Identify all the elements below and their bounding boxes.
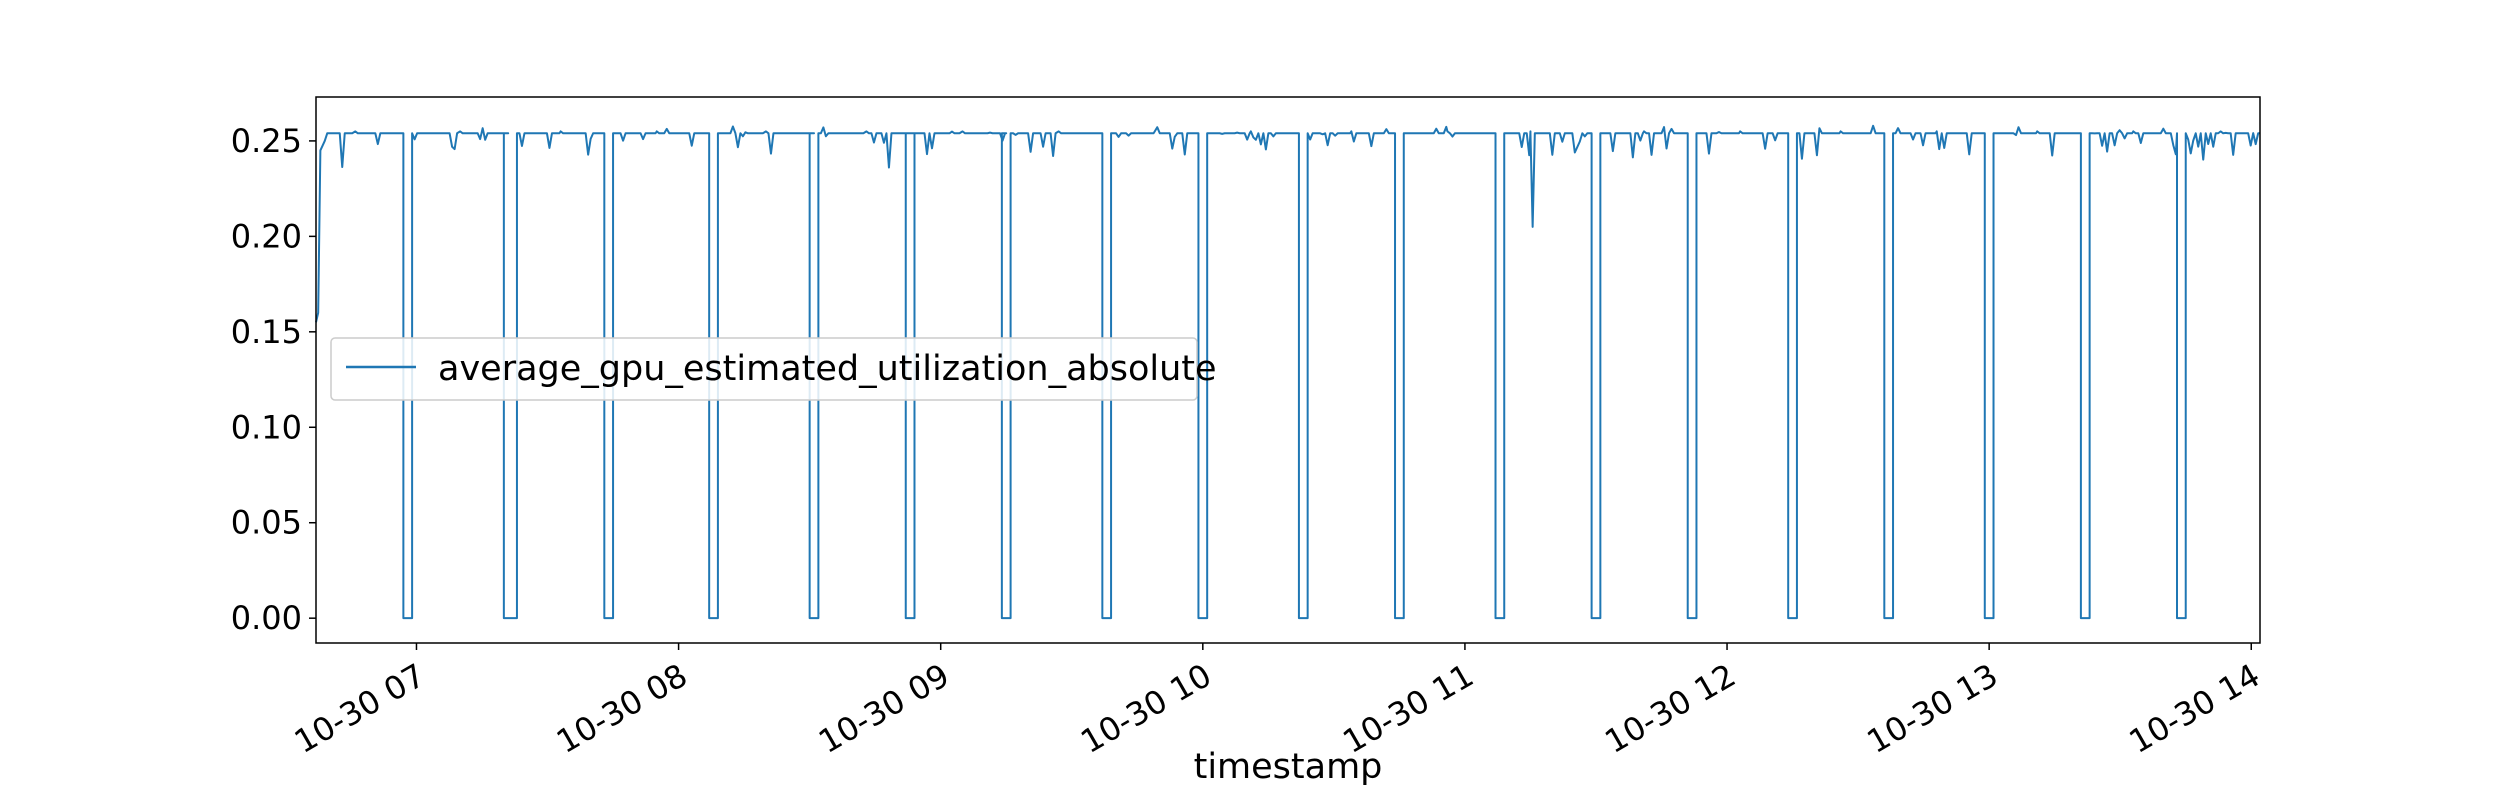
y-axis: 0.00 0.05 0.10 0.15 0.20 0.25 [231, 122, 316, 637]
x-tick-label: 10-30 07 [288, 656, 432, 761]
y-tick-label: 0.10 [231, 408, 302, 446]
y-tick-label: 0.20 [231, 217, 302, 255]
x-tick-label: 10-30 09 [812, 656, 956, 761]
plot-area [315, 124, 2260, 620]
x-tick-label: 10-30 14 [2123, 656, 2267, 761]
x-tick-label: 10-30 11 [1336, 656, 1480, 761]
y-tick-label: 0.00 [231, 599, 302, 637]
axes-frame [315, 96, 2261, 644]
series-line [315, 124, 2260, 620]
y-tick-label: 0.25 [231, 122, 302, 160]
x-tick-label: 10-30 12 [1598, 656, 1742, 761]
x-tick-label: 10-30 08 [550, 656, 694, 761]
legend-series-label: average_gpu_estimated_utilization_absolu… [438, 349, 1217, 389]
x-tick-label: 10-30 13 [1861, 656, 2005, 761]
legend-box [330, 337, 1198, 401]
y-tick-label: 0.15 [231, 313, 302, 351]
y-tick-label: 0.05 [231, 504, 302, 542]
x-axis-label: timestamp [1194, 747, 1383, 787]
x-axis: 10-30 07 10-30 08 10-30 09 10-30 10 10-30 11… [288, 643, 2266, 761]
legend: average_gpu_estimated_utilization_absolu… [330, 337, 1217, 401]
x-tick-label: 10-30 10 [1074, 656, 1218, 761]
